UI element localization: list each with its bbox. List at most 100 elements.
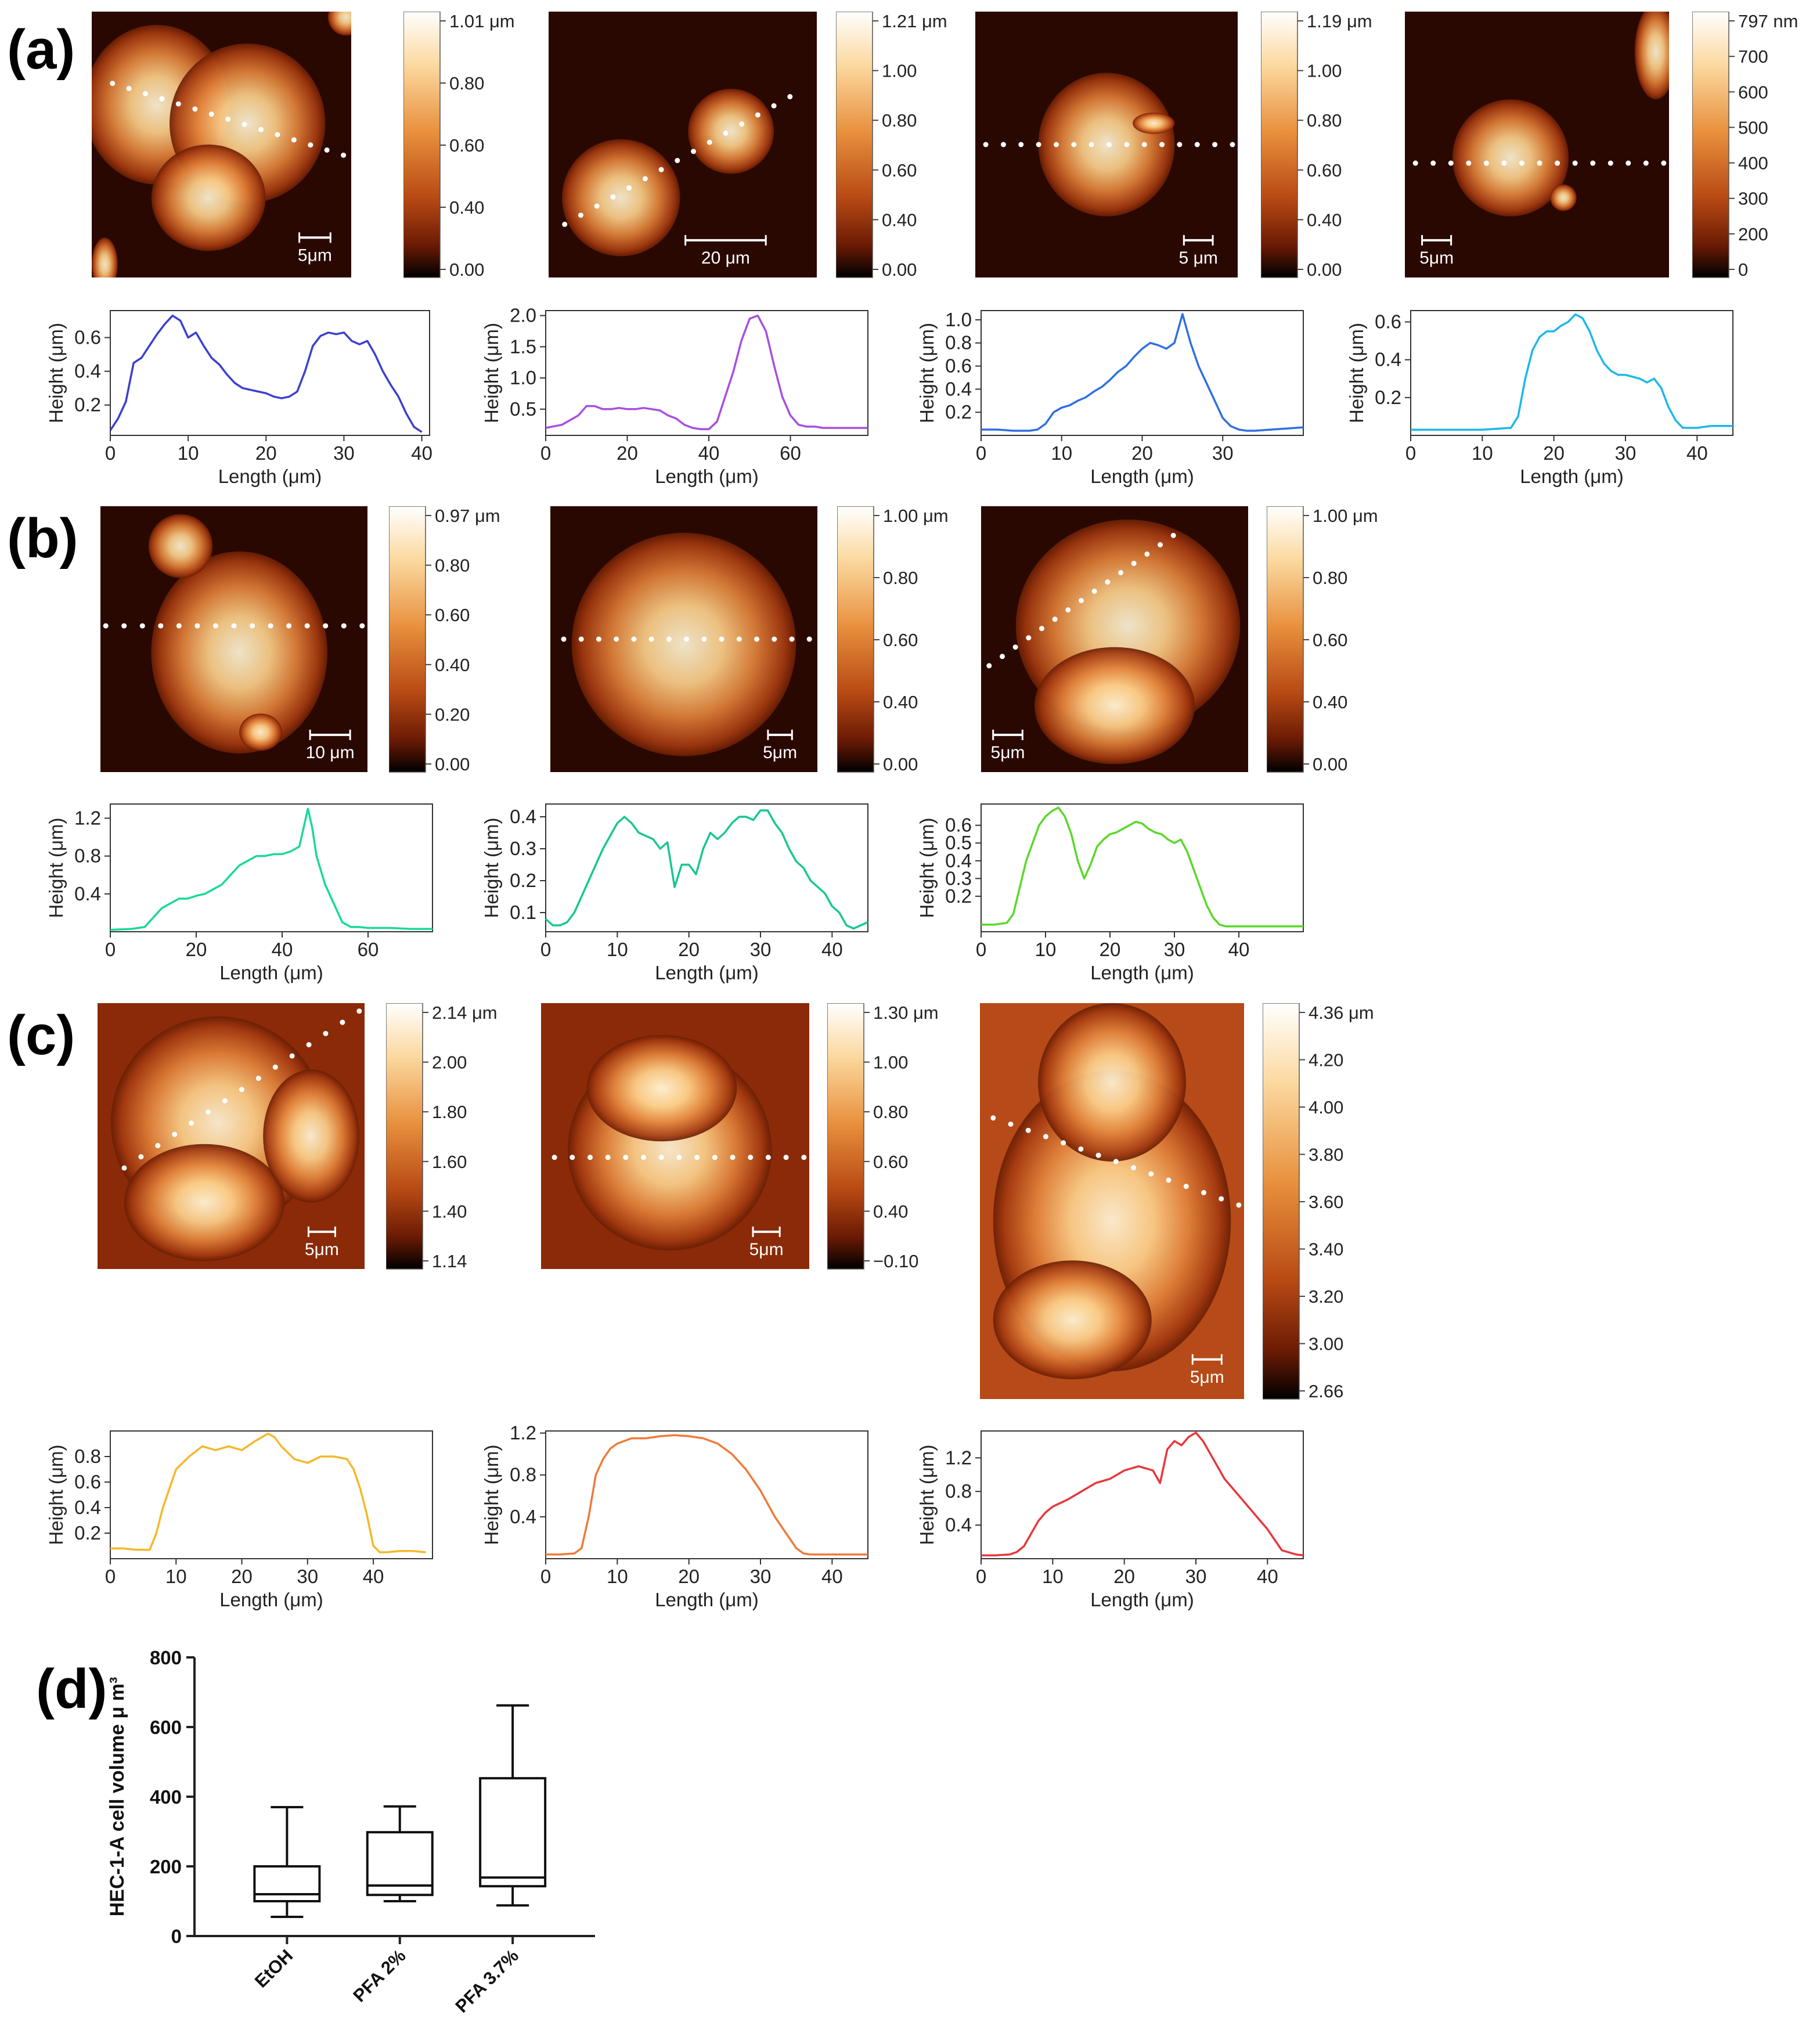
profile-line-dot bbox=[1131, 1165, 1137, 1171]
x-axis-label: Length (μm) bbox=[219, 1589, 323, 1610]
profile-line-dot bbox=[561, 636, 567, 642]
y-tick-label: 0.6 bbox=[1375, 311, 1401, 333]
colorbar-tick-label: 0.80 bbox=[883, 568, 918, 588]
profile-line-dot bbox=[626, 185, 632, 191]
profile-line-dot bbox=[1141, 142, 1147, 147]
profile-line-dot bbox=[990, 1115, 996, 1121]
y-tick-label: 1.2 bbox=[510, 1425, 536, 1444]
colorbar-tick-label: 0.80 bbox=[449, 73, 484, 93]
profile-line-dot bbox=[189, 1120, 194, 1126]
scale-bar-label: 5 μm bbox=[1179, 248, 1218, 268]
y-tick-label: 0.8 bbox=[945, 1480, 972, 1502]
colorbar-tick-label: 2.66 bbox=[1309, 1381, 1343, 1401]
y-tick-label: 800 bbox=[150, 1647, 182, 1668]
profile-line-dot bbox=[562, 221, 568, 227]
profile-line-dot bbox=[694, 1155, 700, 1160]
afm-image-a1: 5μm bbox=[92, 12, 351, 277]
x-tick-label: 10 bbox=[1472, 442, 1493, 464]
height-profile-line bbox=[546, 1434, 868, 1556]
y-tick-label: 0.2 bbox=[74, 394, 101, 416]
profile-line-dot bbox=[1095, 1152, 1101, 1158]
afm-image-a3: 5 μm bbox=[975, 12, 1238, 277]
cell-region bbox=[151, 145, 266, 251]
profile-line-dot bbox=[291, 137, 297, 143]
profile-line-dot bbox=[159, 96, 165, 102]
height-profile-line bbox=[110, 1432, 426, 1553]
profile-line-dot bbox=[570, 1155, 575, 1160]
colorbar-tick-label: 2.14 μm bbox=[432, 1003, 498, 1023]
profile-line-dot bbox=[684, 636, 690, 642]
y-axis-label: Height (μm) bbox=[481, 817, 502, 918]
scale-bar-label: 5μm bbox=[1419, 248, 1454, 268]
colorbar-svg-a2: 1.21 μm 1.00 0.80 0.60 0.40 0.00 bbox=[835, 11, 947, 280]
profile-line-dot bbox=[578, 212, 583, 218]
cell-region bbox=[688, 88, 774, 174]
profile-line-dot bbox=[1148, 1171, 1154, 1177]
height-profile-line bbox=[981, 313, 1304, 432]
afm-image-c3: 5μm bbox=[980, 1003, 1244, 1399]
colorbar-gradient bbox=[835, 11, 873, 278]
colorbar-svg-c3: 4.36 μm 4.20 4.00 3.80 3.60 3.40 3.20 3.00 2.66 bbox=[1262, 1003, 1374, 1401]
y-axis-label: HEC-1-A cell volume μ m³ bbox=[106, 1677, 128, 1917]
colorbar-tick-label: 0.40 bbox=[873, 1201, 908, 1221]
colorbar-tick-label: 0.40 bbox=[449, 197, 484, 218]
profile-line-dot bbox=[1448, 160, 1454, 166]
height-profile-pb3: 0 10 20 30 40 0.2 0.3 0.4 0.5 0.6 Length (μm) Heigh… bbox=[911, 798, 1315, 990]
x-tick-label: 0 bbox=[976, 939, 986, 960]
colorbar-tick-label: 0.20 bbox=[435, 704, 470, 724]
cell-region bbox=[1133, 113, 1175, 134]
colorbar-gradient bbox=[837, 506, 874, 773]
y-axis-label: Height (μm) bbox=[481, 323, 502, 423]
x-tick-label: 0 bbox=[1405, 442, 1416, 464]
profile-line-dot bbox=[578, 636, 584, 642]
x-tick-label: 10 bbox=[607, 1566, 628, 1587]
profile-line-dot bbox=[1131, 560, 1137, 566]
colorbar-tick-label: 0.60 bbox=[883, 630, 918, 650]
colorbar-svg-b2: 1.00 μm 0.80 0.60 0.40 0.00 bbox=[837, 506, 949, 774]
profile-line-dot bbox=[139, 623, 145, 629]
profile-line-dot bbox=[676, 1155, 682, 1160]
y-tick-label: 0.5 bbox=[945, 832, 972, 853]
profile-line-dot bbox=[1555, 160, 1560, 166]
profile-line-dot bbox=[1177, 142, 1183, 147]
colorbar-tick-label: 0.40 bbox=[882, 210, 917, 230]
profile-line-dot bbox=[1607, 160, 1613, 166]
profile-line-dot bbox=[1590, 160, 1596, 166]
height-profile-pb1: 0 20 40 60 0.4 0.8 1.2 Length (μm) Height (μm) bbox=[41, 798, 444, 990]
colorbar-gradient bbox=[1266, 506, 1304, 773]
x-tick-label: 60 bbox=[358, 939, 379, 960]
x-tick-label: 0 bbox=[540, 442, 551, 464]
plot-frame bbox=[545, 310, 868, 436]
profile-line-dot bbox=[341, 623, 347, 629]
y-tick-label: 0.4 bbox=[74, 1497, 101, 1518]
box-2 bbox=[479, 1704, 547, 1907]
profile-line-dot bbox=[587, 1155, 593, 1160]
x-axis-label: Length (μm) bbox=[655, 466, 759, 487]
height-profile-svg: 0 10 20 30 0.20.40.60.81.0 Length (μm) Height … bbox=[916, 309, 1304, 487]
profile-line-dot bbox=[1065, 607, 1071, 613]
y-axis-label: Height (μm) bbox=[916, 323, 938, 423]
x-axis-label: Length (μm) bbox=[1090, 962, 1194, 983]
colorbar-svg-a3: 1.19 μm 1.00 0.80 0.60 0.40 0.00 bbox=[1260, 11, 1372, 280]
y-tick-label: 0.8 bbox=[74, 1445, 101, 1467]
profile-line-dot bbox=[1537, 160, 1542, 166]
profile-line-dot bbox=[1236, 1202, 1242, 1208]
x-tick-label: 40 bbox=[363, 1566, 384, 1587]
scale-bar-label: 5μm bbox=[305, 1240, 339, 1259]
cell-region bbox=[124, 1144, 284, 1261]
x-tick-label: 30 bbox=[750, 1566, 772, 1587]
afm-image-c2: 5μm bbox=[541, 1003, 809, 1269]
profile-line-dot bbox=[983, 142, 989, 147]
profile-line-dot bbox=[306, 1042, 312, 1048]
cell-volume-boxplot: 0 200 400 600 800 HEC-1-A cell volume μ m³ EtO… bbox=[106, 1647, 595, 2017]
x-tick-label: 40 bbox=[272, 939, 293, 960]
colorbar-tick-label: 0.60 bbox=[435, 605, 470, 625]
x-tick-label: 0 bbox=[105, 939, 116, 960]
afm-image-svg-c2: 5μm bbox=[541, 1003, 809, 1269]
profile-line-dot bbox=[1158, 542, 1163, 547]
colorbar-tick-label: 1.14 bbox=[432, 1251, 467, 1271]
colorbar-gradient bbox=[1692, 11, 1729, 278]
profile-line-dot bbox=[1000, 142, 1006, 147]
profile-line-dot bbox=[1052, 617, 1058, 622]
plot-frame bbox=[110, 310, 430, 436]
